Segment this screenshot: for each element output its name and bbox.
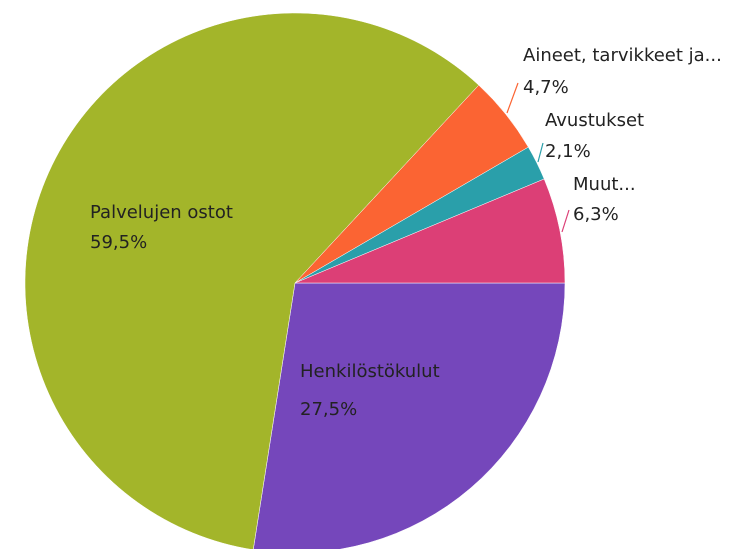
value-label: 59,5% bbox=[90, 232, 147, 253]
leader-line bbox=[506, 82, 519, 114]
value-label: 6,3% bbox=[573, 204, 619, 225]
pie-slice bbox=[24, 12, 480, 549]
pie-slice bbox=[294, 178, 566, 284]
value-label: 2,1% bbox=[545, 141, 591, 162]
slice-label: Palvelujen ostot bbox=[90, 202, 233, 223]
value-label: 4,7% bbox=[523, 77, 569, 98]
slice-label: Avustukset bbox=[545, 110, 644, 131]
leader-line bbox=[537, 142, 544, 163]
value-label: 27,5% bbox=[300, 399, 357, 420]
slice-label: Muut... bbox=[573, 174, 636, 195]
slice-label: Henkilöstökulut bbox=[300, 361, 440, 382]
leader-line bbox=[561, 209, 570, 233]
slice-label: Aineet, tarvikkeet ja... bbox=[523, 45, 722, 66]
pie-slice bbox=[253, 282, 566, 549]
